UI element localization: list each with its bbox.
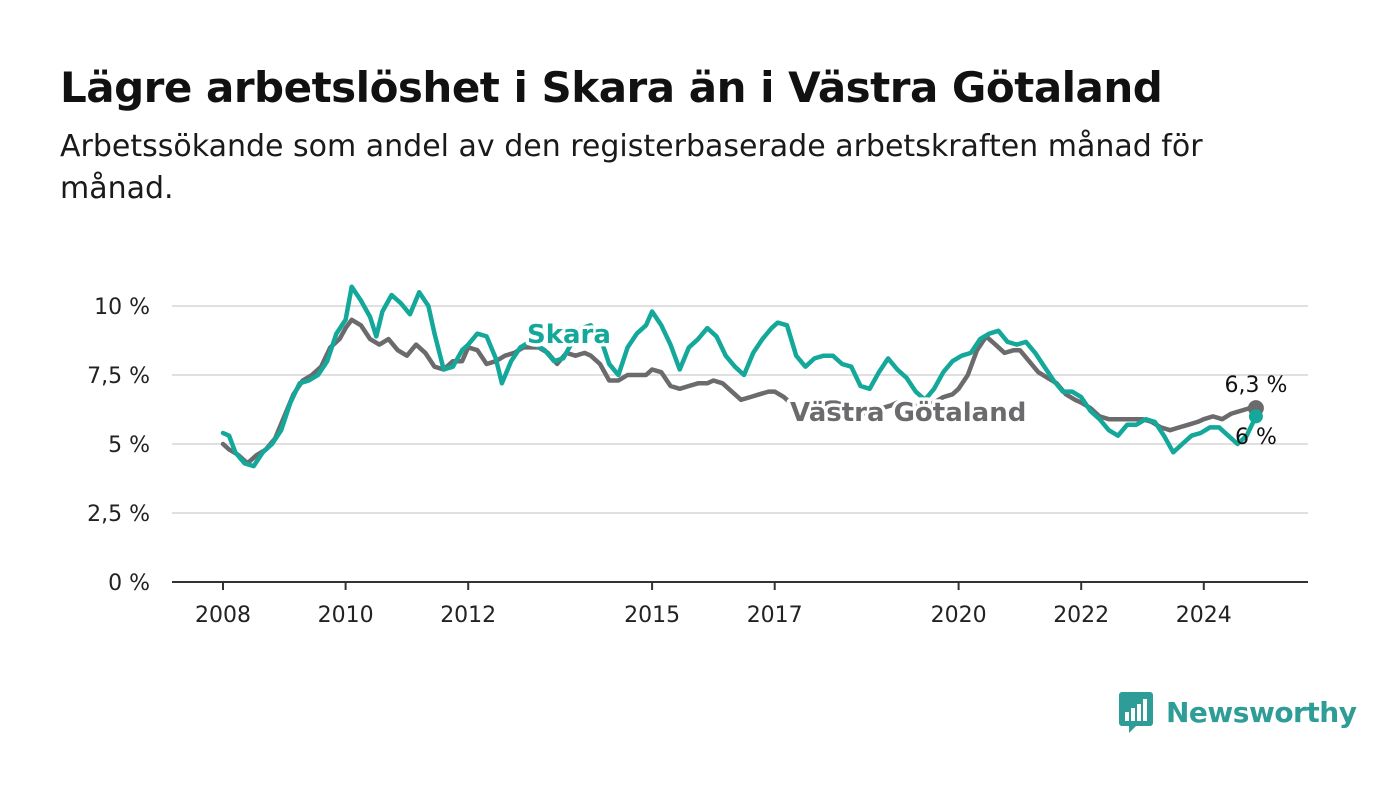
chart-subtitle: Arbetssökande som andel av den registerb… [60, 129, 1203, 206]
series-line-v-stra-g-taland [220, 317, 1259, 466]
series-line-skara [220, 284, 1259, 469]
bar-chart-speech-bubble-icon [1119, 692, 1153, 733]
end-marker-skara [1248, 409, 1263, 424]
series-label-skara: Skara [527, 320, 611, 350]
y-tick-label: 2,5 % [87, 502, 150, 527]
newsworthy-logo[interactable]: Newsworthy [1118, 690, 1357, 734]
y-tick-label: 0 % [108, 571, 150, 596]
x-tick-label: 2022 [1053, 603, 1109, 628]
brand-name: Newsworthy [1166, 695, 1357, 729]
series-label-vastra-gotaland: Västra Götaland [790, 398, 1026, 428]
y-tick-label: 5 % [108, 433, 150, 458]
x-tick-label: 2024 [1176, 603, 1232, 628]
x-tick-label: 2008 [195, 603, 251, 628]
y-tick-label: 7,5 % [87, 364, 150, 389]
end-label-skara: 6 % [1235, 425, 1277, 450]
x-axis: 2008 2010 2012 2015 2017 2020 2022 2024 [172, 581, 1308, 628]
y-axis-tick-labels: 0 % 2,5 % 5 % 7,5 % 10 % [87, 295, 150, 596]
series-labels: 6,3 % 6 % Skara Västra Götaland [524, 317, 1288, 451]
end-label-vastra-gotaland: 6,3 % [1225, 373, 1288, 398]
x-tick-label: 2012 [440, 603, 496, 628]
x-tick-label: 2010 [318, 603, 374, 628]
x-tick-label: 2017 [747, 603, 803, 628]
series-lines [220, 284, 1264, 469]
grid-lines [172, 305, 1308, 514]
chart-title: Lägre arbetslöshet i Skara än i Västra G… [60, 63, 1163, 112]
y-tick-label: 10 % [94, 295, 150, 320]
x-tick-label: 2020 [931, 603, 987, 628]
x-tick-label: 2015 [624, 603, 680, 628]
